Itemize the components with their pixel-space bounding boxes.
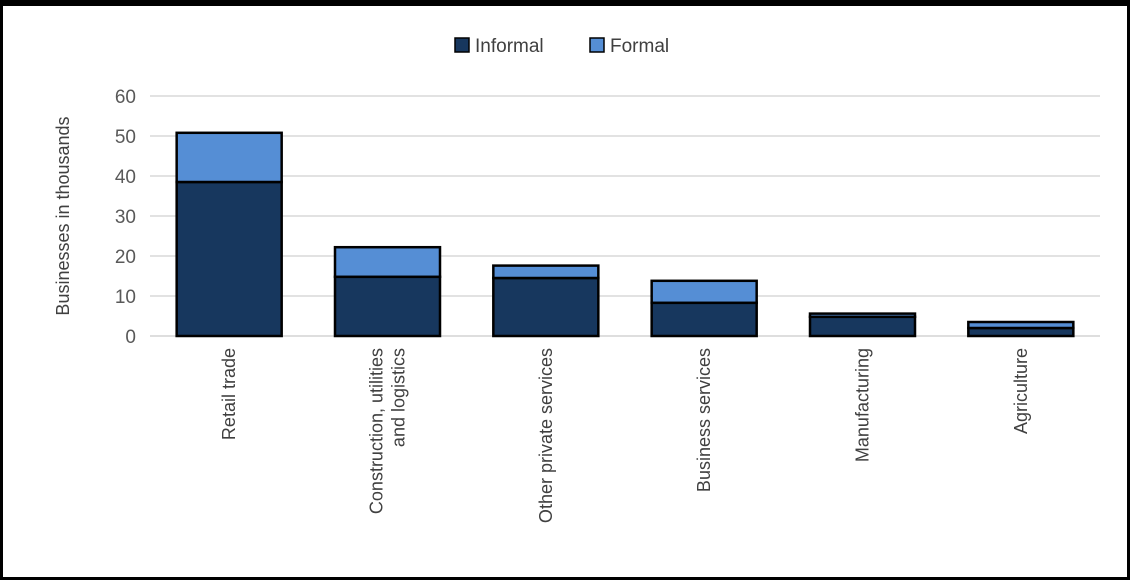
legend-label-formal: Formal bbox=[610, 36, 669, 57]
bars bbox=[175, 131, 1075, 338]
y-tick-label: 30 bbox=[115, 207, 136, 228]
legend-label-informal: Informal bbox=[475, 36, 544, 57]
y-tick-label: 50 bbox=[115, 127, 136, 148]
x-category-label: Manufacturing bbox=[853, 348, 873, 462]
y-tick-label: 60 bbox=[115, 87, 136, 108]
legend-swatch-informal bbox=[454, 37, 470, 53]
x-category-label: Construction, utilities and logistics bbox=[367, 348, 409, 514]
legend-swatch-formal bbox=[589, 37, 605, 53]
x-category-label: Retail trade bbox=[219, 348, 239, 440]
y-tick-label: 0 bbox=[125, 327, 136, 348]
legend: Informal Formal bbox=[454, 36, 669, 57]
x-category-label: Agriculture bbox=[1011, 348, 1031, 434]
x-category-label-line: and logistics bbox=[389, 348, 409, 447]
bar-informal-0 bbox=[175, 180, 283, 338]
gridlines bbox=[150, 95, 1100, 337]
x-category-label-line: Construction, utilities bbox=[367, 348, 387, 514]
x-category-label-line: Manufacturing bbox=[853, 348, 873, 462]
bar-informal-1 bbox=[333, 275, 442, 338]
x-category-label: Business services bbox=[694, 348, 714, 492]
x-category-label: Other private services bbox=[536, 348, 556, 523]
x-category-label-line: Other private services bbox=[536, 348, 556, 523]
bar-formal-4 bbox=[808, 312, 917, 319]
y-axis-ticks: 0 10 20 30 40 50 60 bbox=[115, 87, 136, 348]
bar-informal-3 bbox=[650, 301, 758, 338]
bar-informal-2 bbox=[492, 276, 600, 338]
bar-formal-0 bbox=[175, 131, 283, 184]
y-tick-label: 10 bbox=[115, 287, 136, 308]
bar-formal-2 bbox=[492, 264, 600, 280]
x-category-label-line: Retail trade bbox=[219, 348, 239, 440]
bar-formal-5 bbox=[967, 320, 1075, 330]
bar-formal-3 bbox=[650, 279, 758, 305]
y-axis-title: Businesses in thousands bbox=[53, 116, 73, 315]
x-category-label-line: Business services bbox=[694, 348, 714, 492]
x-axis-categories: Retail trade Construction, utilities and l… bbox=[219, 348, 1031, 523]
x-category-label-line: Agriculture bbox=[1011, 348, 1031, 434]
bar-formal-1 bbox=[333, 245, 442, 279]
y-tick-label: 40 bbox=[115, 167, 136, 188]
bar-informal-4 bbox=[808, 315, 917, 338]
y-tick-label: 20 bbox=[115, 247, 136, 268]
